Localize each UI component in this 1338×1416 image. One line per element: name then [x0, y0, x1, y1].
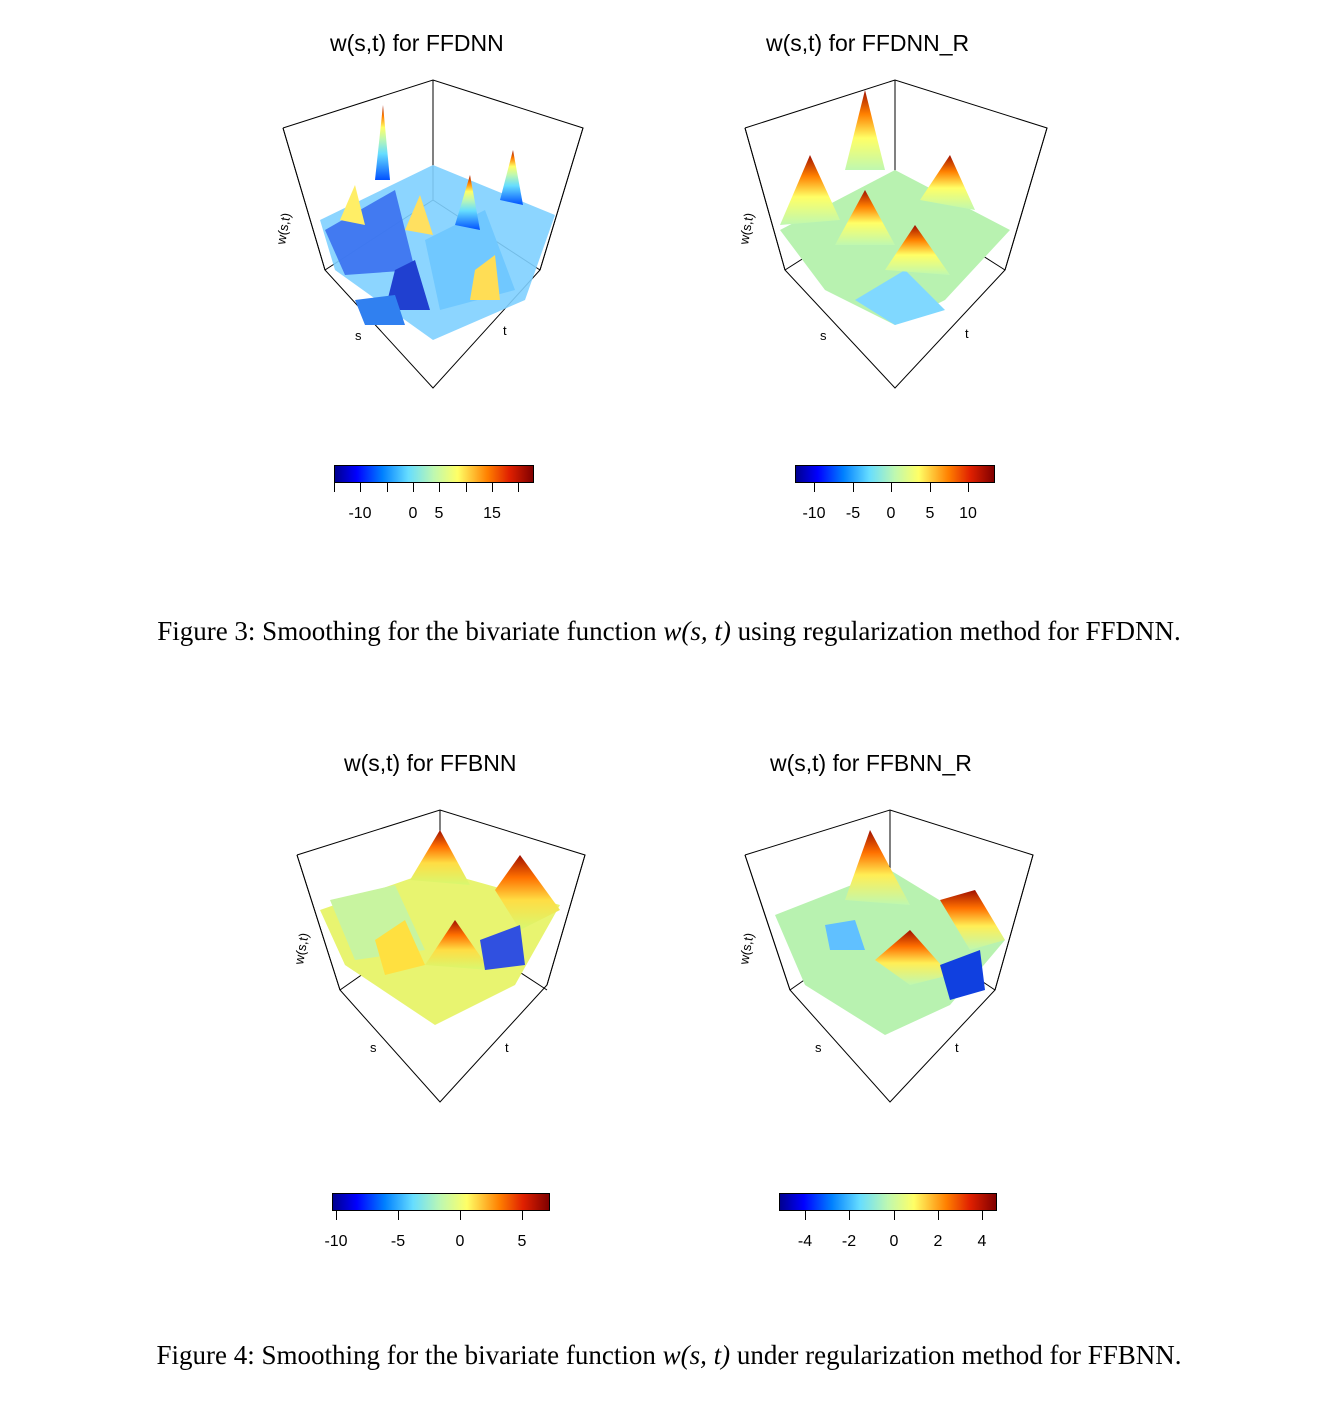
colorbar-tick-label: 5 — [517, 1233, 527, 1250]
surface-plot-ffdnn: w(s,t) s t — [273, 79, 584, 389]
panel-title-ffbnn-r: w(s,t) for FFBNN_R — [770, 750, 972, 776]
z-axis-label: w(s,t) — [273, 212, 293, 247]
z-axis-label: w(s,t) — [736, 212, 756, 247]
colorbar-tick-label: -10 — [348, 505, 372, 522]
colorbar-tick — [894, 1211, 895, 1220]
surface-plot-ffbnn: w(s,t) s t — [291, 809, 586, 1103]
colorbar-tick-label: 5 — [434, 505, 444, 522]
colorbar-tick — [853, 483, 854, 492]
caption-math: w(s, t) — [662, 1340, 731, 1370]
colorbar-tick — [522, 1211, 523, 1220]
colorbar-tick — [387, 483, 388, 492]
t-axis-label: t — [955, 1040, 959, 1055]
colorbar-tick-label: 0 — [886, 505, 896, 522]
colorbar-tick — [930, 483, 931, 492]
colorbar-tick — [518, 483, 519, 492]
colorbar-tick — [814, 483, 815, 492]
colorbar-tick-label: -5 — [845, 505, 861, 522]
s-axis-label: s — [820, 328, 827, 343]
colorbar-gradient — [332, 1193, 550, 1211]
colorbar-tick — [492, 483, 493, 492]
figure-4-caption: Figure 4: Smoothing for the bivariate fu… — [0, 1340, 1338, 1371]
colorbar-tick-label: 4 — [977, 1233, 987, 1250]
surface-plot-ffbnn-r: w(s,t) s t — [736, 809, 1034, 1103]
colorbar-ffbnn: -10 -5 0 5 — [324, 1193, 550, 1253]
z-axis-label: w(s,t) — [291, 932, 311, 967]
t-axis-label: t — [503, 323, 507, 338]
colorbar-tick-label: 0 — [889, 1233, 899, 1250]
colorbar-ffbnn-r: -4 -2 0 2 4 — [779, 1193, 997, 1253]
t-axis-label: t — [505, 1040, 509, 1055]
colorbar-tick — [360, 483, 361, 492]
colorbar-gradient — [334, 465, 534, 483]
panel-title-ffdnn: w(s,t) for FFDNN — [330, 30, 504, 56]
colorbar-tick-label: 0 — [408, 505, 418, 522]
colorbar-tick — [466, 483, 467, 492]
colorbar-tick-label: -2 — [841, 1233, 857, 1250]
colorbar-tick — [891, 483, 892, 492]
colorbar-tick — [334, 483, 335, 492]
s-axis-label: s — [355, 328, 362, 343]
caption-text-end: using regularization method for FFDNN. — [730, 616, 1181, 646]
colorbar-tick-label: 10 — [959, 505, 977, 522]
s-axis-label: s — [370, 1040, 377, 1055]
colorbar-tick — [968, 483, 969, 492]
colorbar-tick — [805, 1211, 806, 1220]
surface-plot-ffdnn-r: w(s,t) s t — [736, 79, 1048, 389]
panel-title-ffdnn-r: w(s,t) for FFDNN_R — [766, 30, 970, 56]
colorbar-gradient — [779, 1193, 997, 1211]
colorbar-tick-label: -10 — [324, 1233, 348, 1250]
colorbar-tick — [439, 483, 440, 492]
figure-3-caption: Figure 3: Smoothing for the bivariate fu… — [0, 616, 1338, 647]
t-axis-label: t — [965, 326, 969, 341]
colorbar-tick — [982, 1211, 983, 1220]
colorbar-tick — [460, 1211, 461, 1220]
colorbar-tick-label: 0 — [455, 1233, 465, 1250]
colorbar-tick-label: -5 — [390, 1233, 406, 1250]
caption-text: Figure 4: Smoothing for the bivariate fu… — [156, 1340, 663, 1370]
colorbar-tick-label: -4 — [797, 1233, 813, 1250]
colorbar-ffdnn-r: -10 -5 0 5 10 — [795, 465, 995, 525]
colorbar-tick — [413, 483, 414, 492]
colorbar-tick-label: -10 — [802, 505, 826, 522]
colorbar-tick — [938, 1211, 939, 1220]
colorbar-tick-label: 15 — [483, 505, 501, 522]
colorbar-tick — [398, 1211, 399, 1220]
colorbar-tick-label: 2 — [933, 1233, 943, 1250]
caption-text: Figure 3: Smoothing for the bivariate fu… — [157, 616, 664, 646]
colorbar-tick-label: 5 — [925, 505, 935, 522]
caption-math: w(s, t) — [663, 616, 731, 646]
s-axis-label: s — [815, 1040, 822, 1055]
colorbar-tick — [849, 1211, 850, 1220]
colorbar-gradient — [795, 465, 995, 483]
colorbar-ffdnn: -10 0 5 15 — [334, 465, 534, 525]
caption-text-end: under regularization method for FFBNN. — [730, 1340, 1182, 1370]
colorbar-tick — [336, 1211, 337, 1220]
panel-title-ffbnn: w(s,t) for FFBNN — [344, 750, 517, 776]
z-axis-label: w(s,t) — [736, 932, 756, 967]
